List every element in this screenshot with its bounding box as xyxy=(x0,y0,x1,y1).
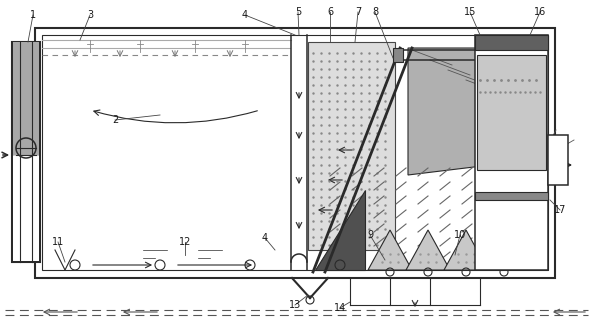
Bar xyxy=(475,35,548,270)
Text: 11: 11 xyxy=(52,237,64,247)
Bar xyxy=(308,42,395,250)
Text: 6: 6 xyxy=(327,7,333,17)
Bar xyxy=(35,28,555,278)
Bar xyxy=(13,42,39,155)
Text: 15: 15 xyxy=(464,7,476,17)
Text: 10: 10 xyxy=(454,230,466,240)
Text: 8: 8 xyxy=(372,7,378,17)
Text: 4: 4 xyxy=(262,233,268,243)
Text: 5: 5 xyxy=(295,7,301,17)
Text: 12: 12 xyxy=(179,237,191,247)
Bar xyxy=(548,135,568,185)
Bar xyxy=(393,48,403,62)
Text: 14: 14 xyxy=(334,303,346,313)
Text: 16: 16 xyxy=(534,7,546,17)
Text: 7: 7 xyxy=(355,7,361,17)
Polygon shape xyxy=(368,230,412,270)
Text: 9: 9 xyxy=(367,230,373,240)
Text: 3: 3 xyxy=(87,10,93,20)
Bar xyxy=(475,35,548,50)
Polygon shape xyxy=(406,230,450,270)
Bar xyxy=(12,42,40,262)
Polygon shape xyxy=(444,230,488,270)
Bar xyxy=(475,192,548,200)
Polygon shape xyxy=(408,48,548,175)
Bar xyxy=(42,35,548,270)
Text: 2: 2 xyxy=(112,115,118,125)
Text: 4: 4 xyxy=(242,10,248,20)
Polygon shape xyxy=(482,230,526,270)
Bar xyxy=(13,156,39,261)
Polygon shape xyxy=(315,190,365,270)
Bar xyxy=(477,55,546,170)
Text: 13: 13 xyxy=(289,300,301,310)
Text: 17: 17 xyxy=(554,205,566,215)
Text: 1: 1 xyxy=(30,10,36,20)
